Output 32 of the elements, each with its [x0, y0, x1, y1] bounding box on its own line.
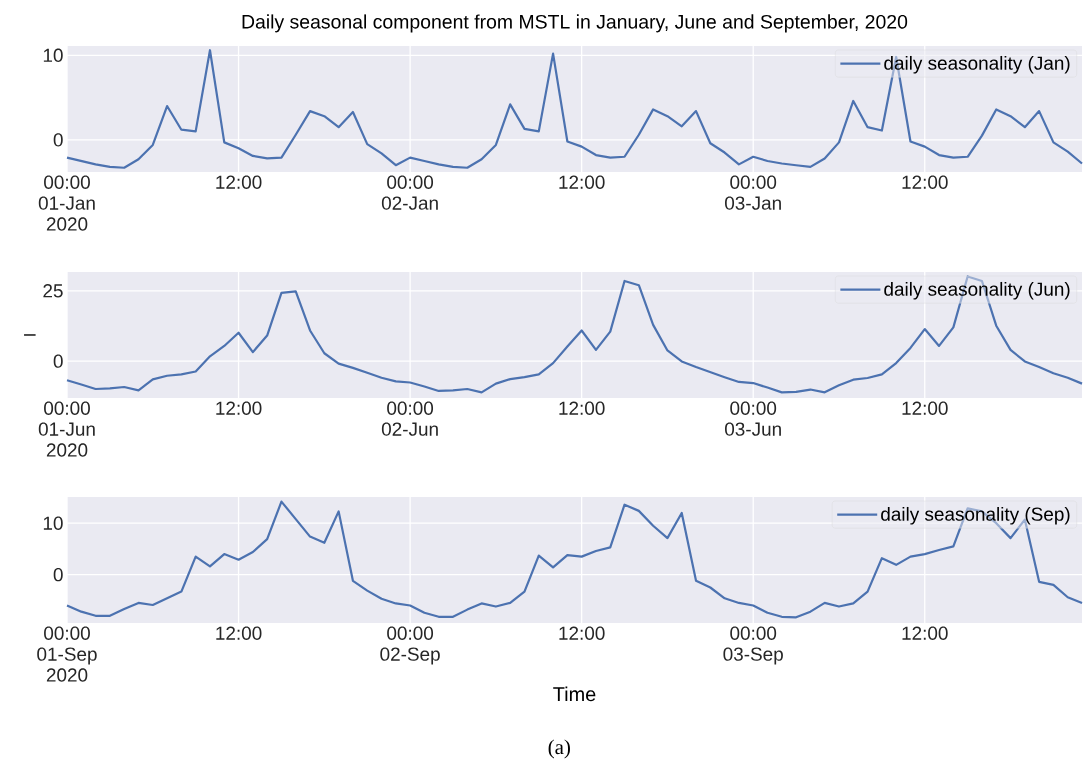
x-tick-label: 12:00: [559, 175, 605, 189]
x-tick-label: 12:00: [559, 401, 605, 415]
x-tick-label: 00:00 03-Sep: [723, 626, 783, 665]
legend-label: daily seasonality (Jan): [884, 55, 1070, 74]
y-tick-label: 0: [53, 354, 63, 368]
y-axis-title: l: [24, 334, 36, 336]
legend-label: daily seasonality (Sep): [881, 506, 1070, 525]
x-tick-label: 12:00: [216, 401, 262, 415]
y-tick-label: 0: [53, 133, 63, 147]
x-tick-label: 00:00 02-Sep: [380, 626, 440, 665]
y-tick-label: 25: [43, 284, 63, 298]
y-tick-label: 10: [43, 516, 63, 530]
y-tick-label: 10: [43, 48, 63, 62]
chart-title: Daily seasonal component from MSTL in January, June and September, 2020: [242, 14, 908, 33]
x-tick-label: 12:00: [559, 626, 605, 640]
legend-label: daily seasonality (Jun): [884, 281, 1070, 300]
x-tick-label: 12:00: [902, 626, 948, 640]
x-tick-label: 00:00 02-Jan: [381, 175, 438, 210]
x-tick-label: 00:00 03-Jun: [725, 401, 781, 436]
x-tick-label: 12:00: [216, 626, 262, 640]
text: (a): [548, 739, 570, 759]
x-tick-label: 12:00: [216, 175, 262, 189]
x-tick-label: 00:00 03-Jan: [725, 175, 781, 210]
line-series: [65, 500, 1084, 619]
x-tick-label: 00:00 01-Sep 2020: [37, 626, 97, 682]
y-tick-label: 0: [53, 567, 63, 582]
x-axis-title: Time: [553, 686, 596, 702]
x-tick-label: 12:00: [902, 401, 948, 415]
x-tick-label: 12:00: [902, 175, 948, 189]
x-tick-label: 00:00 01-Jan 2020: [38, 175, 95, 231]
x-tick-label: 00:00 01-Jun 2020: [38, 401, 95, 457]
x-tick-label: 00:00 02-Jun: [381, 401, 438, 436]
